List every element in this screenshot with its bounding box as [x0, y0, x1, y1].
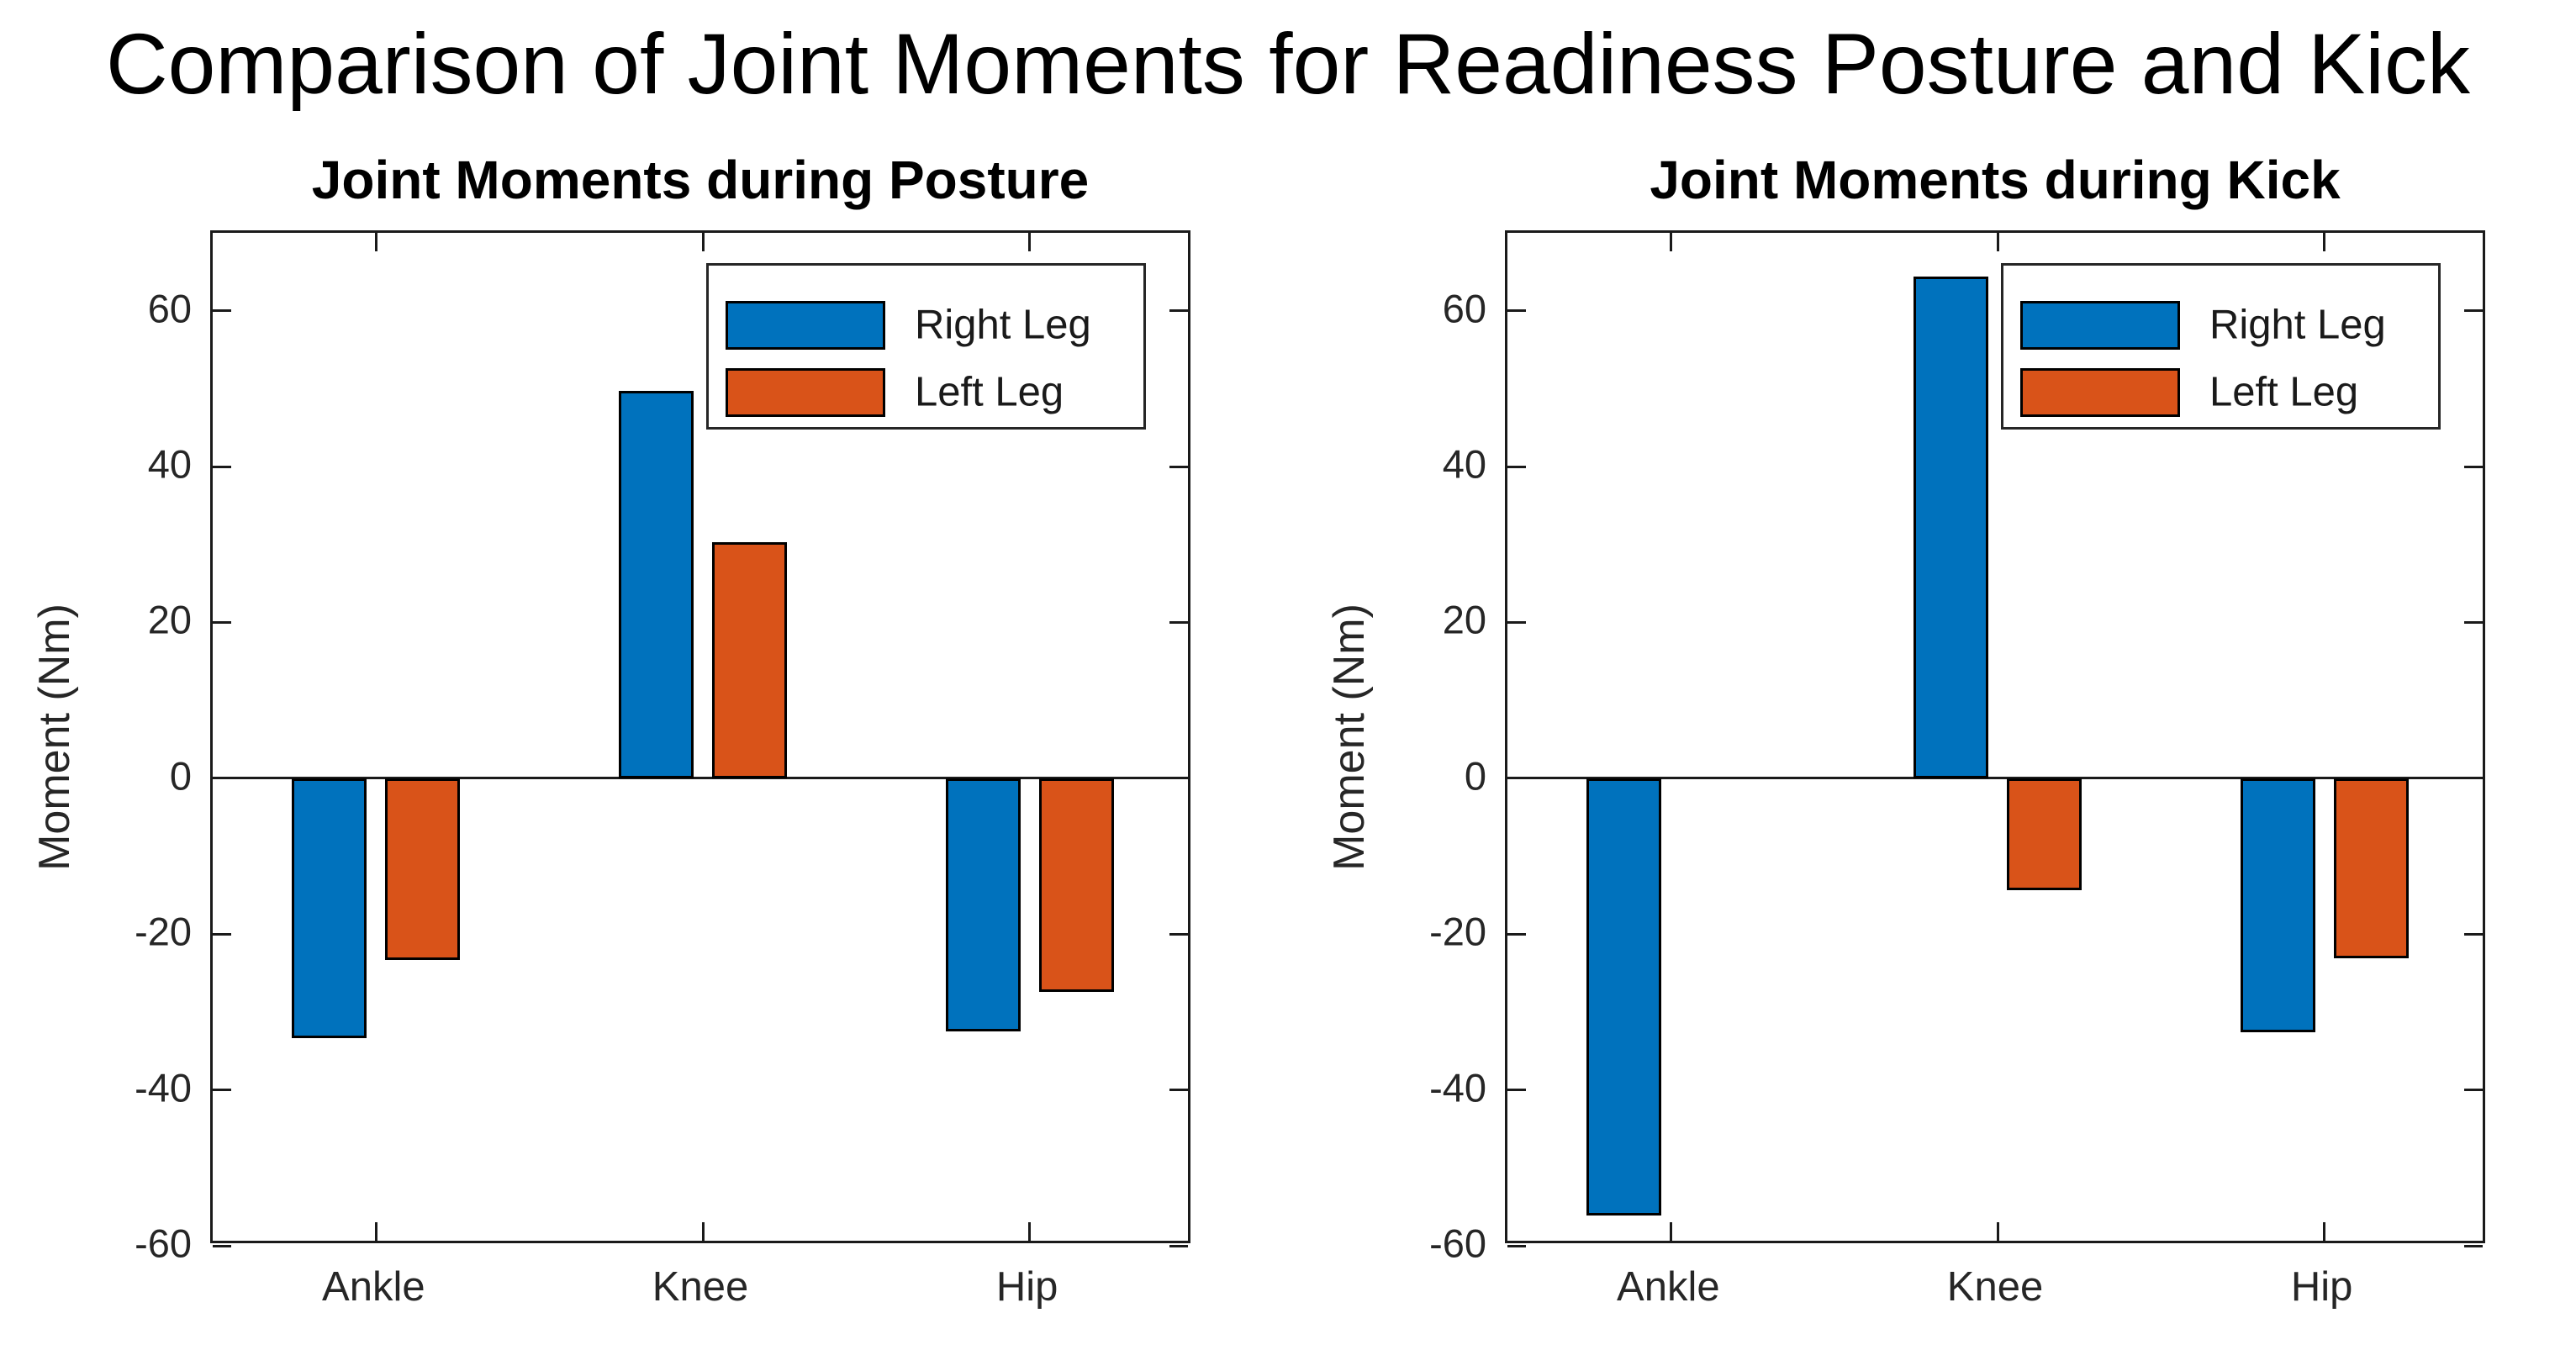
y-axis-tick	[1169, 932, 1188, 936]
y-axis-tick	[213, 932, 231, 936]
x-axis-tick	[2323, 1222, 2326, 1241]
y-axis-tick	[2464, 309, 2483, 313]
bar-right-leg	[945, 778, 1021, 1032]
bar-left-leg	[1038, 778, 1114, 992]
plot-area-posture: Right Leg Left Leg	[210, 230, 1190, 1247]
x-axis-tick	[374, 233, 377, 251]
y-axis-tick	[2464, 932, 2483, 936]
y-axis-tick	[1507, 1244, 1526, 1247]
legend: Right Leg Left Leg	[2001, 263, 2441, 430]
figure-title: Comparison of Joint Moments for Readines…	[106, 16, 2470, 112]
y-axis-tick	[213, 777, 231, 780]
bar-right-leg	[2240, 778, 2315, 1033]
subplot-title-posture: Joint Moments during Posture	[311, 150, 1090, 210]
category-label: Hip	[995, 1264, 1058, 1310]
y-axis-label-posture: Moment (Nm)	[30, 604, 79, 871]
legend-label: Right Leg	[915, 302, 1091, 348]
y-tick-label: -60	[135, 1221, 192, 1266]
legend-swatch-right-leg	[726, 301, 885, 350]
x-axis-tick	[1996, 1222, 1999, 1241]
category-label: Knee	[1946, 1264, 2044, 1310]
category-label: Hip	[2290, 1264, 2353, 1310]
y-tick-label: 40	[147, 441, 192, 487]
y-axis-tick	[213, 1244, 231, 1247]
legend-swatch-left-leg	[726, 368, 885, 417]
y-axis-tick	[2464, 620, 2483, 624]
y-tick-label: 20	[1442, 597, 1486, 642]
y-tick-label: 60	[1442, 286, 1486, 331]
x-axis-tick	[1669, 1222, 1672, 1241]
y-tick-label: -20	[1429, 909, 1486, 954]
x-axis-tick	[2323, 233, 2326, 251]
y-axis-tick	[213, 1089, 231, 1092]
y-axis-tick	[2464, 777, 2483, 780]
bar-left-leg	[712, 541, 787, 778]
y-axis-tick	[2464, 1244, 2483, 1247]
y-tick-label: 0	[169, 753, 192, 799]
legend-label: Left Leg	[2209, 369, 2359, 415]
y-tick-label: -60	[1429, 1221, 1486, 1266]
y-axis-tick	[2464, 1089, 2483, 1092]
y-tick-label: -40	[135, 1065, 192, 1110]
y-axis-tick	[213, 465, 231, 468]
category-label: Ankle	[1617, 1264, 1720, 1310]
y-axis-tick	[1507, 932, 1526, 936]
y-tick-label: -20	[135, 909, 192, 954]
y-axis-tick	[1169, 1089, 1188, 1092]
legend-swatch-right-leg	[2020, 301, 2180, 350]
bar-right-leg	[1586, 778, 1662, 1216]
y-axis-tick	[1507, 620, 1526, 624]
bar-left-leg	[385, 778, 461, 960]
x-axis-tick	[1669, 233, 1672, 251]
category-label: Ankle	[322, 1264, 425, 1310]
y-tick-label: 0	[1464, 753, 1486, 799]
y-axis-tick	[213, 309, 231, 313]
plot-area-kick: Right Leg Left Leg	[1505, 230, 2485, 1247]
y-axis-label-kick: Moment (Nm)	[1325, 604, 1374, 871]
y-axis-tick	[1507, 309, 1526, 313]
legend-label: Left Leg	[915, 369, 1064, 415]
y-axis-tick	[1169, 620, 1188, 624]
y-axis-tick	[1507, 465, 1526, 468]
y-axis-tick	[1169, 777, 1188, 780]
bar-right-leg	[1914, 276, 1988, 778]
legend-label: Right Leg	[2209, 302, 2386, 348]
x-axis-tick	[701, 1222, 705, 1241]
bar-left-leg	[2007, 778, 2082, 891]
y-axis-tick	[1169, 309, 1188, 313]
subplot-title-kick: Joint Moments during Kick	[1650, 150, 2341, 210]
legend-swatch-left-leg	[2020, 368, 2180, 417]
y-axis-tick	[1169, 1244, 1188, 1247]
x-axis-tick	[701, 233, 705, 251]
y-tick-label: 60	[147, 286, 192, 331]
bar-left-leg	[2333, 778, 2409, 958]
x-axis-tick	[1996, 233, 1999, 251]
y-axis-tick	[1507, 777, 1526, 780]
y-axis-tick	[213, 620, 231, 624]
x-axis-tick	[1028, 1222, 1032, 1241]
y-tick-label: 40	[1442, 441, 1486, 487]
y-axis-tick	[2464, 465, 2483, 468]
zero-line	[1507, 777, 2483, 780]
x-axis-tick	[374, 1222, 377, 1241]
bar-right-leg	[292, 778, 367, 1039]
y-tick-label: 20	[147, 597, 192, 642]
bar-right-leg	[619, 391, 694, 778]
legend: Right Leg Left Leg	[706, 263, 1146, 430]
y-tick-label: -40	[1429, 1065, 1486, 1110]
zero-line	[213, 777, 1188, 780]
y-axis-tick	[1169, 465, 1188, 468]
y-axis-tick	[1507, 1089, 1526, 1092]
x-axis-tick	[1028, 233, 1032, 251]
category-label: Knee	[652, 1264, 749, 1310]
